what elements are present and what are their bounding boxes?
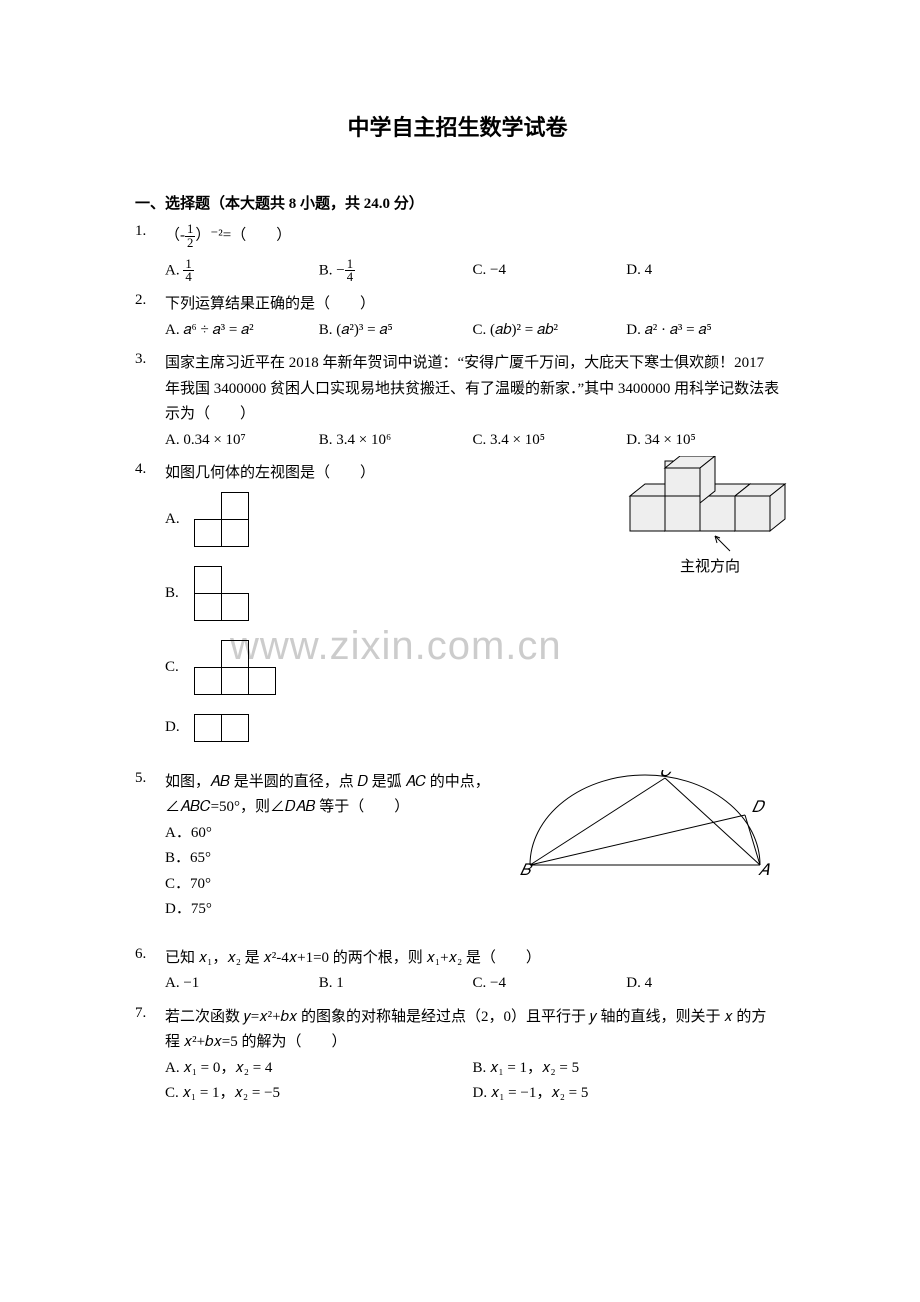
q6-opt-a: A. −1 — [165, 971, 319, 997]
section-heading: 一、选择题（本大题共 8 小题，共 24.0 分） — [135, 192, 780, 213]
question-5: 5. 𝐵 𝐴 𝐶 𝐷 如图，� — [135, 770, 780, 923]
q5-lbl-d: 𝐷 — [752, 799, 766, 816]
q5-opt-d: D．75° — [165, 897, 780, 923]
q2-opt-c: C. (𝑎𝑏)² = 𝑎𝑏² — [473, 318, 627, 344]
q1-opt-b: B. −14 — [319, 258, 473, 285]
q3-opt-b: B. 3.4 × 10⁶ — [319, 428, 473, 454]
q2-opt-a: A. 𝑎⁶ ÷ 𝑎³ = 𝑎² — [165, 318, 319, 344]
q4-solid-icon: 主视方向 — [620, 456, 790, 586]
question-1: 1. （-12）⁻²=（ ） A. 14 B. −14 C. −4 D. 4 — [135, 223, 780, 284]
q4-opt-c-label: C. — [165, 655, 195, 681]
q4-opt-d-fig — [195, 715, 249, 742]
q1-opt-c: C. −4 — [473, 258, 627, 285]
q4-3d-figure: 主视方向 — [620, 456, 790, 596]
q3-stem: 国家主席习近平在 2018 年新年贺词中说道：“安得广厦千万间，大庇天下寒士俱欢… — [165, 351, 780, 428]
q4-opt-a-label: A. — [165, 507, 195, 533]
q7-opt-a: A. 𝑥₁ = 0，𝑥₂ = 4 — [165, 1056, 473, 1082]
q1-stem-b: ）⁻²=（ ） — [195, 228, 291, 244]
q4-view-label: 主视方向 — [680, 558, 740, 575]
q1-b-label: B. − — [319, 262, 345, 278]
q1-num: 1. — [135, 223, 165, 284]
q1-a-label: A. — [165, 262, 183, 278]
q3-opt-a: A. 0.34 × 10⁷ — [165, 428, 319, 454]
page-title: 中学自主招生数学试卷 — [135, 110, 780, 142]
q4-opt-b-label: B. — [165, 581, 195, 607]
q1-opt-d: D. 4 — [626, 258, 780, 285]
question-3: 3. 国家主席习近平在 2018 年新年贺词中说道：“安得广厦千万间，大庇天下寒… — [135, 351, 780, 453]
q5-figure: 𝐵 𝐴 𝐶 𝐷 — [510, 770, 780, 890]
q2-opt-b: B. (𝑎²)³ = 𝑎⁵ — [319, 318, 473, 344]
q4-opt-b-fig — [195, 567, 249, 621]
question-2: 2. 下列运算结果正确的是（ ） A. 𝑎⁶ ÷ 𝑎³ = 𝑎² B. (𝑎²)… — [135, 292, 780, 343]
q1-stem-a: （- — [165, 228, 185, 244]
q7-opt-c: C. 𝑥₁ = 1，𝑥₂ = −5 — [165, 1081, 473, 1107]
q2-opt-d: D. 𝑎² · 𝑎³ = 𝑎⁵ — [626, 318, 780, 344]
q7-stem: 若二次函数 𝑦=𝑥²+𝑏𝑥 的图象的对称轴是经过点（2，0）且平行于 𝑦 轴的直… — [165, 1005, 780, 1056]
q7-opt-b: B. 𝑥₁ = 1，𝑥₂ = 5 — [473, 1056, 781, 1082]
q7-opt-d: D. 𝑥₁ = −1，𝑥₂ = 5 — [473, 1081, 781, 1107]
q2-stem: 下列运算结果正确的是（ ） — [165, 292, 780, 318]
q2-num: 2. — [135, 292, 165, 343]
q5-lbl-a: 𝐴 — [758, 862, 770, 879]
q6-opt-d: D. 4 — [626, 971, 780, 997]
q1-b-d: 4 — [345, 271, 355, 284]
q4-opt-c-fig — [195, 641, 276, 695]
q6-opt-b: B. 1 — [319, 971, 473, 997]
q6-num: 6. — [135, 946, 165, 997]
q4-opt-a-fig — [195, 493, 249, 547]
semicircle-icon: 𝐵 𝐴 𝐶 𝐷 — [510, 770, 780, 880]
q4-opt-d-label: D. — [165, 715, 195, 741]
q5-num: 5. — [135, 770, 165, 923]
q1-frac-n: 1 — [185, 223, 195, 237]
q3-num: 3. — [135, 351, 165, 453]
q1-a-n: 1 — [183, 258, 193, 272]
q7-num: 7. — [135, 1005, 165, 1107]
q4-num: 4. — [135, 461, 165, 762]
q3-opt-c: C. 3.4 × 10⁵ — [473, 428, 627, 454]
q5-lbl-c: 𝐶 — [660, 770, 674, 780]
q1-a-d: 4 — [183, 271, 193, 284]
q1-b-n: 1 — [345, 258, 355, 272]
q1-frac-d: 2 — [185, 237, 195, 250]
q6-stem: 已知 𝑥₁，𝑥₂ 是 𝑥²-4𝑥+1=0 的两个根，则 𝑥₁+𝑥₂ 是（ ） — [165, 946, 780, 972]
q3-opt-d: D. 34 × 10⁵ — [626, 428, 780, 454]
question-6: 6. 已知 𝑥₁，𝑥₂ 是 𝑥²-4𝑥+1=0 的两个根，则 𝑥₁+𝑥₂ 是（ … — [135, 946, 780, 997]
q6-opt-c: C. −4 — [473, 971, 627, 997]
q1-opt-a: A. 14 — [165, 258, 319, 285]
question-7: 7. 若二次函数 𝑦=𝑥²+𝑏𝑥 的图象的对称轴是经过点（2，0）且平行于 𝑦 … — [135, 1005, 780, 1107]
question-4: 4. 如图几何体的左视图是（ ） — [135, 461, 780, 762]
